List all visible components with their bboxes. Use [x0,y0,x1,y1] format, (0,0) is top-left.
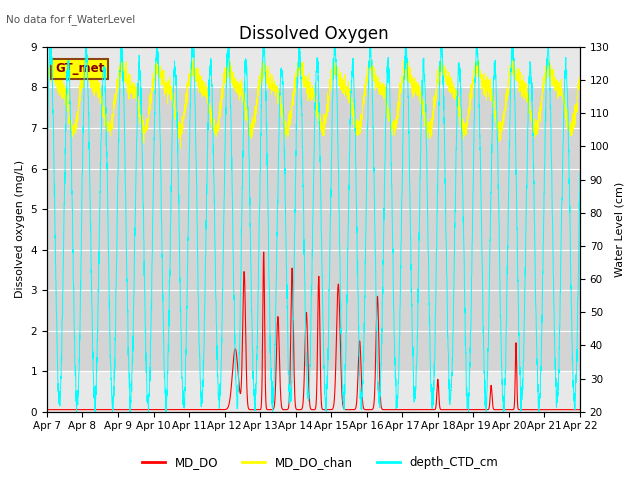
Text: GT_met: GT_met [55,62,104,75]
Bar [47,87,580,371]
Y-axis label: Dissolved oxygen (mg/L): Dissolved oxygen (mg/L) [15,160,25,299]
Legend: MD_DO, MD_DO_chan, depth_CTD_cm: MD_DO, MD_DO_chan, depth_CTD_cm [137,452,503,474]
Y-axis label: Water Level (cm): Water Level (cm) [615,182,625,277]
Title: Dissolved Oxygen: Dissolved Oxygen [239,24,388,43]
Text: No data for f_WaterLevel: No data for f_WaterLevel [6,14,136,25]
